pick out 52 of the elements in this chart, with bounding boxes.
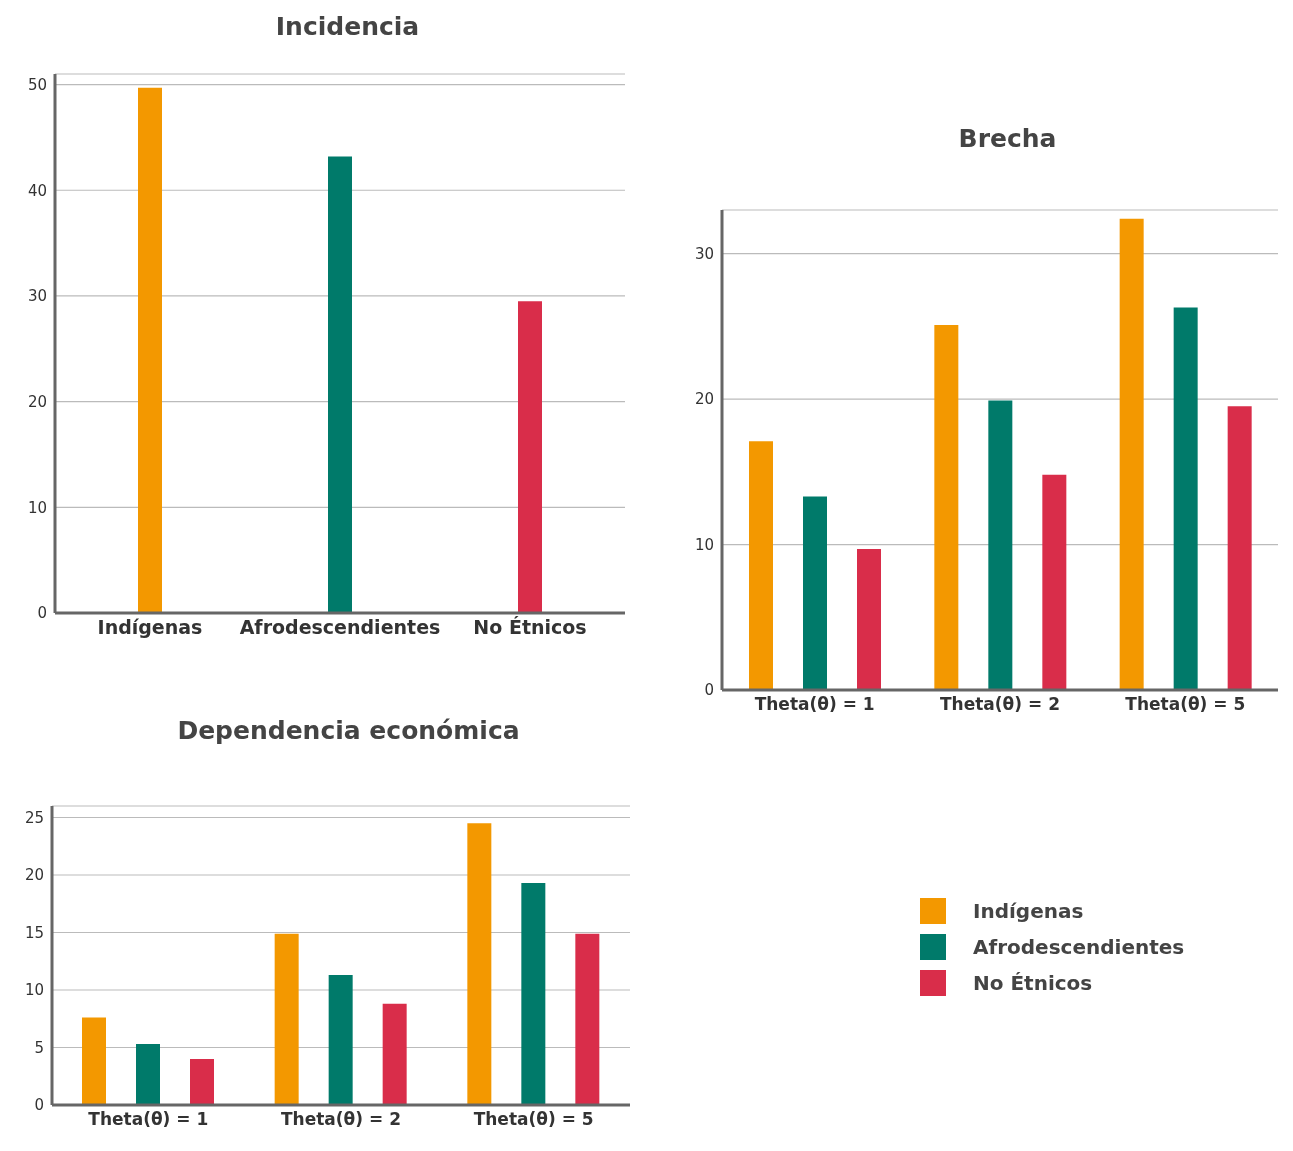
bar [138, 87, 162, 613]
y-tick-label: 25 [24, 808, 44, 827]
bar [857, 548, 881, 690]
x-tick-label: Afrodescendientes [239, 616, 441, 639]
x-tick-label: Theta(θ) = 5 [1125, 694, 1246, 715]
y-tick-label: 20 [24, 866, 44, 885]
legend-label: Indígenas [973, 899, 1084, 923]
chart-title: Dependencia económica [176, 716, 521, 745]
y-tick-label: 20 [694, 390, 714, 409]
y-tick-label: 5 [34, 1038, 44, 1057]
bar [382, 1003, 407, 1105]
x-tick-label: Theta(θ) = 2 [940, 694, 1060, 715]
y-tick-label: 10 [694, 535, 714, 554]
bar [518, 301, 542, 613]
x-tick-label: Indígenas [97, 616, 203, 639]
bar [803, 496, 827, 690]
y-tick-label: 0 [704, 681, 714, 700]
bar [934, 324, 959, 690]
x-tick-label: Theta(θ) = 1 [88, 1109, 209, 1130]
y-tick-label: 30 [694, 244, 714, 263]
y-tick-label: 20 [27, 392, 47, 411]
bar [1042, 474, 1067, 690]
bar [136, 1044, 160, 1105]
bar [190, 1059, 214, 1105]
bar [521, 883, 546, 1105]
x-tick-label: No Étnicos [473, 616, 587, 639]
y-tick-label: 15 [24, 923, 44, 942]
y-tick-label: 0 [37, 604, 47, 623]
bar [328, 975, 353, 1105]
y-tick-label: 10 [27, 498, 47, 517]
bar [749, 441, 773, 690]
x-tick-label: Theta(θ) = 1 [754, 694, 875, 715]
bar [1173, 307, 1198, 690]
y-tick-label: 30 [27, 287, 47, 306]
bar [988, 400, 1013, 690]
legend-label: No Étnicos [973, 971, 1093, 995]
legend-label: Afrodescendientes [973, 935, 1185, 959]
y-tick-label: 40 [27, 181, 47, 200]
bar [575, 933, 600, 1105]
bar [1227, 406, 1252, 690]
x-tick-label: Theta(θ) = 2 [281, 1109, 401, 1130]
y-tick-label: 10 [24, 981, 44, 1000]
bar [467, 823, 492, 1105]
y-tick-label: 0 [34, 1096, 44, 1115]
bar [1119, 218, 1144, 690]
chart-title: Incidencia [274, 12, 421, 41]
chart-title: Brecha [957, 124, 1058, 153]
bar [328, 156, 352, 613]
bar [82, 1017, 106, 1105]
x-tick-label: Theta(θ) = 5 [473, 1109, 594, 1130]
y-tick-label: 50 [27, 75, 47, 94]
bar [274, 933, 299, 1105]
